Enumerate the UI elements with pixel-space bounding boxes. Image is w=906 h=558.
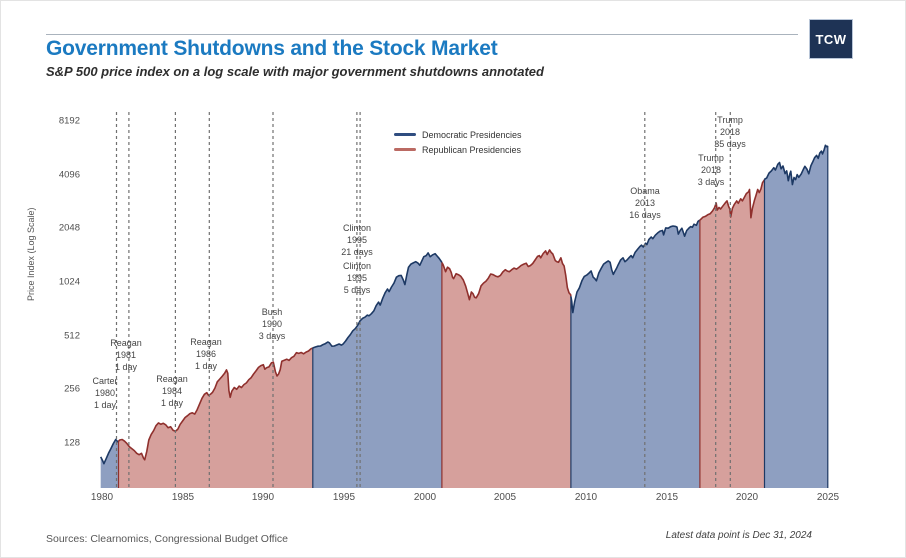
latest-data-note: Latest data point is Dec 31, 2024 bbox=[665, 530, 812, 541]
legend-swatch-icon bbox=[394, 132, 416, 137]
y-tick-label: 128 bbox=[64, 437, 80, 449]
y-tick-label: 2048 bbox=[58, 222, 80, 234]
x-tick-label: 1990 bbox=[251, 492, 275, 503]
annotation-line: 2018 bbox=[700, 165, 722, 175]
annotation-line: Clinton bbox=[342, 261, 372, 271]
presidency-area-republican bbox=[699, 179, 765, 489]
x-tick-label: 2015 bbox=[655, 492, 679, 503]
presidency-area-democratic bbox=[570, 220, 700, 488]
annotation-line: 1981 bbox=[115, 350, 137, 360]
x-tick-label: 2005 bbox=[493, 492, 517, 503]
page-subtitle: S&P 500 price index on a log scale with … bbox=[46, 64, 544, 79]
annotation-line: 2013 bbox=[634, 198, 656, 208]
annotation-line: 5 days bbox=[343, 285, 371, 295]
x-tick-label: 2000 bbox=[413, 492, 437, 503]
y-tick-label: 4096 bbox=[58, 169, 80, 181]
annotation-line: 3 days bbox=[697, 177, 725, 187]
shutdown-annotation-bush-1990: Bush 1990 3 days bbox=[259, 306, 286, 342]
annotation-line: 1986 bbox=[195, 349, 217, 359]
x-tick-label: 1980 bbox=[90, 492, 114, 503]
annotation-line: Reagan bbox=[110, 338, 142, 348]
annotation-line: 1 day bbox=[194, 361, 218, 371]
annotation-line: 1995 bbox=[346, 235, 368, 245]
legend-item: Republican Presidencies bbox=[394, 142, 522, 157]
price-line-republican bbox=[441, 249, 572, 301]
price-line-democratic bbox=[99, 438, 120, 465]
annotation-line: Obama bbox=[630, 186, 660, 196]
legend-item: Democratic Presidencies bbox=[394, 127, 522, 142]
y-tick-label: 1024 bbox=[58, 276, 80, 288]
price-line-democratic bbox=[312, 252, 443, 349]
price-line-democratic bbox=[763, 144, 829, 186]
shutdown-annotation-reagan-1981: Reagan 1981 1 day bbox=[110, 337, 142, 373]
annotation-line: 16 days bbox=[629, 210, 661, 220]
x-tick-label: 1985 bbox=[171, 492, 195, 503]
price-line-democratic bbox=[570, 219, 701, 314]
legend-label: Republican Presidencies bbox=[422, 144, 522, 155]
price-line-republican bbox=[699, 179, 766, 221]
annotation-line: Bush bbox=[261, 307, 283, 317]
x-tick-label: 2020 bbox=[735, 492, 759, 503]
presidency-area-democratic bbox=[100, 439, 119, 488]
annotation-line: 21 days bbox=[341, 247, 373, 257]
x-tick-label: 2025 bbox=[816, 492, 840, 503]
annotation-line: Carter bbox=[92, 376, 118, 386]
legend-swatch-icon bbox=[394, 147, 416, 152]
annotation-line: 3 days bbox=[258, 331, 286, 341]
shutdown-annotation-obama-2013: Obama 2013 16 days bbox=[629, 185, 661, 221]
annotation-line: Trump bbox=[698, 153, 724, 163]
legend-label: Democratic Presidencies bbox=[422, 129, 522, 140]
y-tick-label: 512 bbox=[64, 330, 80, 342]
shutdown-annotation-trump-2018: Trump 2018 35 days bbox=[714, 114, 746, 150]
annotation-line: 1 day bbox=[114, 362, 138, 372]
presidency-area-republican bbox=[118, 348, 313, 488]
sources-text: Sources: Clearnomics, Congressional Budg… bbox=[46, 533, 289, 545]
annotation-line: 35 days bbox=[714, 139, 746, 149]
annotation-line: Clinton bbox=[342, 223, 371, 233]
shutdown-annotation-clinton-1995: Clinton 1995 21 days bbox=[341, 222, 373, 258]
annotation-line: Trump bbox=[717, 115, 743, 125]
shutdown-annotation-reagan-1986: Reagan 1986 1 day bbox=[190, 336, 222, 372]
annotation-line: 1984 bbox=[161, 386, 183, 396]
presidency-area-republican bbox=[441, 249, 571, 488]
shutdown-annotation-carter-1980: Carter 1980 1 day bbox=[92, 375, 117, 411]
annotation-line: 1995 bbox=[346, 273, 368, 283]
shutdown-annotation-reagan-1984: Reagan 1984 1 day bbox=[156, 373, 188, 409]
y-tick-label: 256 bbox=[64, 383, 80, 395]
annotation-line: 1 day bbox=[160, 398, 184, 408]
annotation-line: Reagan bbox=[190, 337, 222, 347]
shutdown-annotation-clinton-1995: Clinton 1995 5 days bbox=[343, 260, 371, 296]
presidency-area-democratic bbox=[312, 252, 442, 488]
presidency-area-democratic bbox=[764, 145, 828, 489]
chart-legend: Democratic Presidencies Republican Presid… bbox=[394, 127, 522, 157]
x-tick-label: 2010 bbox=[574, 492, 598, 503]
shutdown-annotation-trump-2018: Trump 2018 3 days bbox=[698, 152, 725, 188]
annotation-line: 1 day bbox=[93, 400, 117, 410]
x-tick-label: 1995 bbox=[332, 492, 356, 503]
annotation-line: Reagan bbox=[156, 374, 188, 384]
annotation-line: 2018 bbox=[719, 127, 741, 137]
page-title: Government Shutdowns and the Stock Marke… bbox=[46, 37, 498, 60]
y-tick-label: 8192 bbox=[58, 115, 80, 127]
annotation-line: 1990 bbox=[261, 319, 283, 329]
tcw-logo: TCW bbox=[809, 19, 853, 59]
annotation-line: 1980 bbox=[94, 388, 116, 398]
price-line-republican bbox=[117, 347, 314, 461]
header-rule bbox=[46, 34, 798, 35]
